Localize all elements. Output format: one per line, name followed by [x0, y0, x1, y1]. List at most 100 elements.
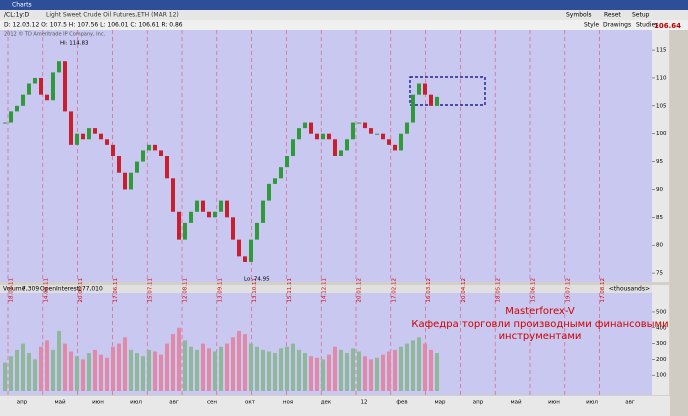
candle: [21, 94, 25, 106]
volume-bar: [135, 353, 139, 391]
volume-bar: [399, 346, 403, 391]
candle: [243, 256, 247, 262]
volume-bar: [87, 353, 91, 391]
volume-bar: [93, 349, 97, 391]
candle: [315, 133, 319, 140]
candle: [33, 77, 37, 84]
date-label: 17.02.12: [391, 278, 397, 303]
candle: [375, 133, 379, 135]
candle: [171, 178, 175, 212]
candle: [399, 133, 403, 151]
volume-bar: [45, 340, 49, 391]
candle: [51, 72, 55, 101]
candle: [147, 144, 151, 151]
description: Light Sweet Crude Oil Futures,ETH (MAR 1…: [46, 12, 179, 19]
volume-unit: <thousands>: [609, 286, 650, 293]
volume-bar: [27, 353, 31, 391]
candle: [249, 239, 253, 262]
volume-bar: [183, 340, 187, 391]
y-tick-label: 100: [656, 373, 667, 379]
candle: [351, 122, 355, 140]
y-tick-label: 75: [656, 271, 663, 277]
volume-bar: [117, 343, 121, 391]
low-annotation: Lo: 74.95: [244, 277, 270, 283]
symbol[interactable]: /CL:1y:D: [4, 12, 30, 19]
button[interactable]: Setup: [632, 12, 650, 19]
date-label: 15.07.11: [148, 278, 154, 303]
date-label: 14.12.11: [322, 278, 328, 303]
oi-label: OpenInterest: [40, 286, 80, 293]
button[interactable]: Symbols: [566, 12, 591, 19]
volume-bar: [243, 334, 247, 391]
candle: [429, 94, 433, 106]
candle: [327, 133, 331, 140]
volume-bar: [285, 346, 289, 391]
volume-bar: [21, 343, 25, 391]
volume-bar: [315, 357, 319, 391]
candle: [87, 128, 91, 140]
y-tick-label: 100: [656, 131, 667, 137]
overlay-text: Masterforex-V: [505, 306, 575, 317]
month-label: авг: [625, 400, 635, 406]
y-tick-label: 85: [656, 215, 663, 221]
volume-bar: [363, 356, 367, 391]
date-label: 20.04.12: [461, 278, 467, 303]
volume-bar: [381, 354, 385, 391]
button[interactable]: Reset: [604, 12, 621, 19]
tool[interactable]: Drawings: [603, 22, 631, 29]
volume-bar: [345, 353, 349, 391]
range-box: [409, 76, 486, 106]
volume-bar: [177, 327, 181, 391]
volume-bar: [423, 343, 427, 391]
month-label: июл: [130, 400, 142, 406]
date-label: 15.11.11: [287, 278, 293, 303]
y-tick-label: 105: [656, 103, 667, 109]
volume-bar: [261, 349, 265, 391]
volume-bar: [213, 351, 217, 391]
candle: [63, 61, 67, 112]
date-label: 12.08.11: [183, 278, 189, 303]
volume-bar: [75, 356, 79, 391]
volume-bar: [351, 348, 355, 391]
volume-bar: [405, 343, 409, 391]
candle: [105, 139, 109, 145]
volume-bar: [207, 348, 211, 391]
high-annotation: Hi: 114.83: [60, 41, 89, 47]
side-tabs: [670, 30, 688, 416]
title-bar: [0, 0, 688, 10]
candle: [9, 111, 13, 123]
date-label: 17.06.11: [113, 278, 119, 303]
candle: [135, 161, 139, 173]
oi-value: 177,010: [78, 286, 103, 293]
price-axis: [652, 30, 669, 282]
candle: [141, 150, 145, 162]
candle: [93, 128, 97, 134]
volume-bar: [189, 346, 193, 391]
y-tick-label: 200: [656, 357, 667, 363]
candle: [339, 150, 343, 156]
candle: [309, 122, 313, 134]
volume-bar: [369, 359, 373, 391]
date-label: 20.05.11: [78, 278, 84, 303]
volume-bar: [63, 343, 67, 391]
candle: [303, 122, 307, 129]
volume-bar: [123, 337, 127, 391]
volume-bar: [81, 359, 85, 391]
candle: [363, 122, 367, 129]
candle: [225, 200, 229, 218]
volume-bar: [303, 353, 307, 391]
candle: [195, 200, 199, 212]
y-tick-label: 500: [656, 309, 667, 315]
volume-bar: [429, 349, 433, 391]
volume-bar: [219, 346, 223, 391]
candle: [45, 94, 49, 101]
candle: [207, 211, 211, 218]
tool[interactable]: Style: [584, 22, 599, 29]
candle: [69, 111, 73, 145]
y-tick-label: 110: [656, 75, 667, 81]
tool[interactable]: Studies: [636, 22, 658, 29]
volume-axis: [652, 285, 669, 395]
volume-bar: [141, 356, 145, 391]
volume-bar: [411, 340, 415, 391]
candle: [291, 139, 295, 156]
